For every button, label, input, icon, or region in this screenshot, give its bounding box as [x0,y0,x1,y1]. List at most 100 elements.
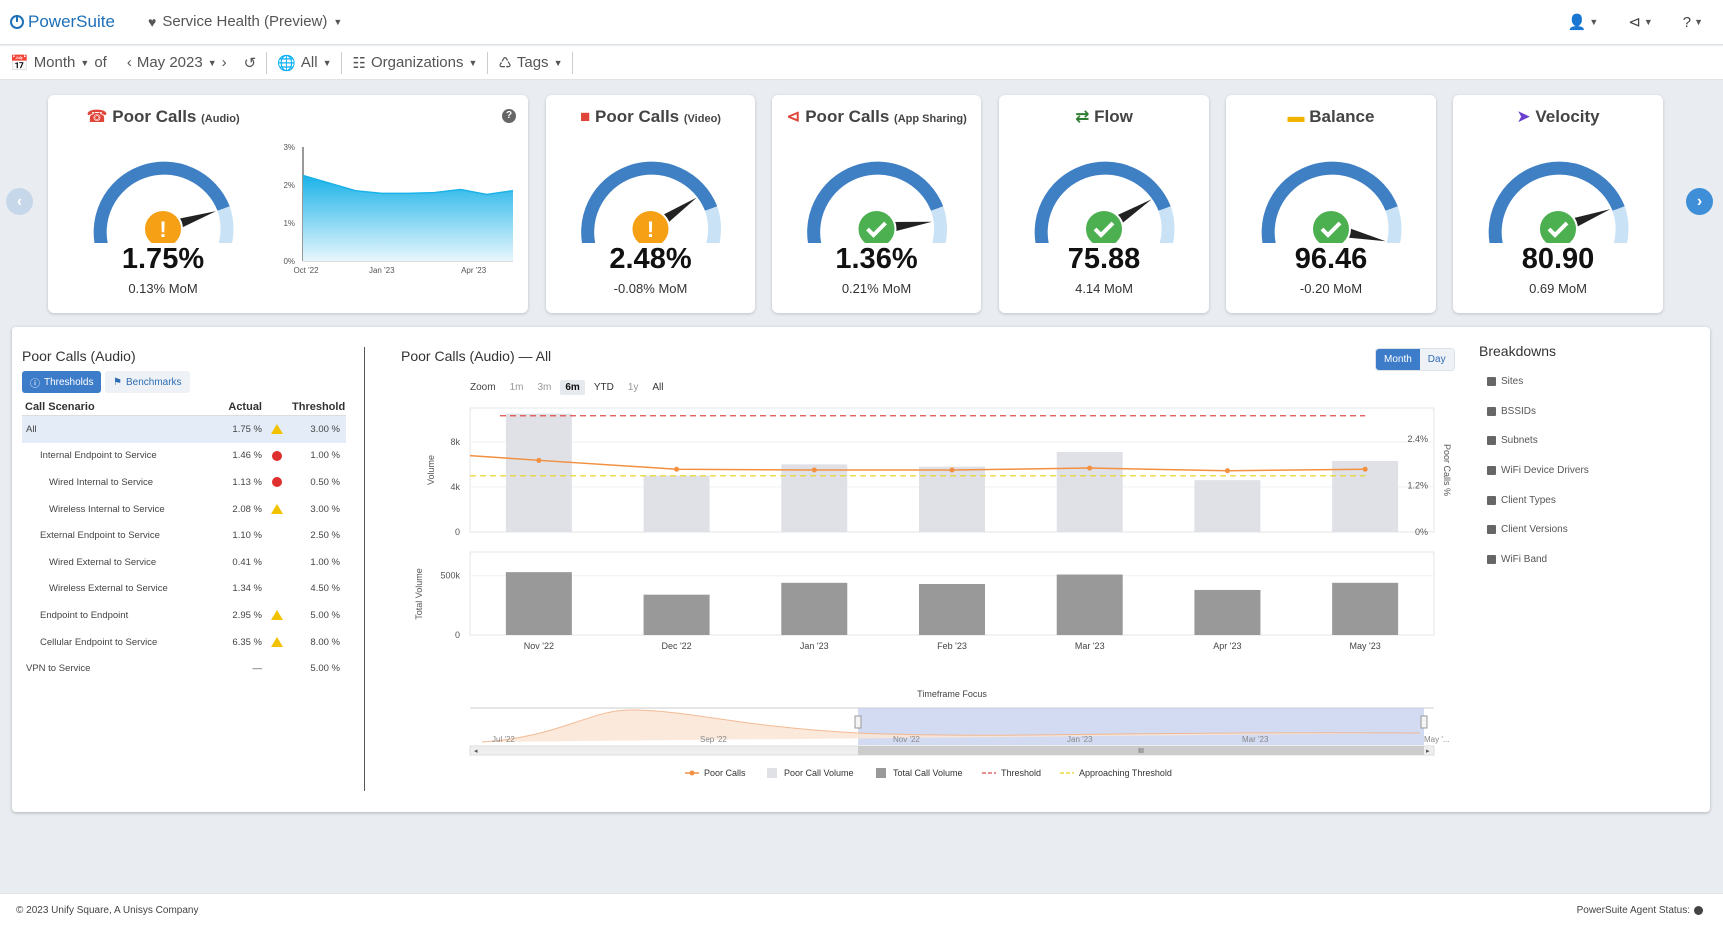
breakdowns-title: Breakdowns [1479,343,1557,359]
actual-value: — [252,663,263,675]
table-row[interactable]: External Endpoint to Service 1.10 % 2.50 % [22,522,346,549]
breakdown-label: Subnets [1501,435,1538,447]
zoom-all-button[interactable]: All [652,382,664,393]
module-selector[interactable]: ♥ Service Health (Preview) ▼ [148,13,342,30]
day-toggle-button[interactable]: Day [1419,349,1454,370]
table-row[interactable]: Wired External to Service 0.41 % 1.00 % [22,549,346,576]
gauge-arc [581,161,718,243]
kpi-title: Poor Calls [112,107,197,126]
heart-icon: ♥ [148,13,157,30]
scope-dropdown[interactable]: 🌐 All ▼ [267,52,341,74]
table-row[interactable]: Wired Internal to Service 1.13 % 0.50 % [22,469,346,496]
breakdown-subnets[interactable]: Subnets [1479,426,1589,456]
y-right-axis-label: Poor Calls % [1442,444,1452,496]
breakdown-sites[interactable]: Sites [1479,367,1589,397]
kpi-card-poor-calls-video[interactable]: ■ Poor Calls (Video) !10%0% 2.48% -0.08%… [546,95,755,313]
scenario-panel-title: Poor Calls (Audio) [22,348,136,364]
share-menu-button[interactable]: ⊲ ▼ [1628,13,1653,31]
check-icon [1084,209,1124,243]
kpi-prev-arrow-icon[interactable]: ‹ [6,188,33,215]
poor-call-volume-bar [1194,480,1261,532]
total-call-volume-bar [781,582,848,635]
poor-calls-point [536,457,542,463]
tags-dropdown[interactable]: ♺ Tags ▼ [488,52,572,74]
kpi-card-poor-calls-app-sharing[interactable]: ⊲ Poor Calls (App Sharing) 10%0% 1.36% 0… [772,95,981,313]
check-icon [1311,209,1351,243]
kpi-mom: 4.14 MoM [1075,281,1133,296]
table-row[interactable]: Endpoint to Endpoint 2.95 % 5.00 % [22,602,346,629]
table-row[interactable]: Internal Endpoint to Service 1.46 % 1.00 % [22,443,346,470]
breakdown-client-types[interactable]: Client Types [1479,485,1589,515]
x-tick-label: Jan '23 [800,641,829,651]
navigator-tick-label: Jan '23 [1067,735,1093,744]
y-tick-label: 0% [283,257,295,266]
breakdown-client-versions[interactable]: Client Versions [1479,515,1589,545]
user-menu-button[interactable]: 👤 ▼ [1568,13,1599,31]
breakdown-wifi-band[interactable]: WiFi Band [1479,545,1589,575]
power-icon [10,15,24,29]
kpi-next-arrow-icon[interactable]: › [1686,188,1713,215]
kpi-mom: 0.13% MoM [128,281,198,296]
scope-label: All [300,54,318,71]
help-icon[interactable]: ? [502,109,516,123]
app-logo[interactable]: PowerSuite [10,12,115,32]
chevron-down-icon: ▼ [333,16,343,27]
breakdown-label: WiFi Band [1501,553,1548,565]
history-icon[interactable]: ↺ [243,54,257,72]
x-tick-label: May '23 [1350,641,1381,651]
kpi-value: 75.88 [1067,243,1141,275]
month-toggle-button[interactable]: Month [1376,349,1420,370]
table-row[interactable]: All 1.75 % 3.00 % [22,416,346,443]
total-call-volume-bar [1056,574,1123,635]
scenario-name: External Endpoint to Service [40,530,160,542]
zoom-1m-button[interactable]: 1m [509,382,524,393]
benchmarks-tab[interactable]: ⚑ Benchmarks [105,371,190,393]
kpi-card-velocity[interactable]: ➤ Velocity 0100 80.90 0.69 MoM [1453,95,1663,313]
breakdown-bssids[interactable]: BSSIDs [1479,397,1589,427]
granularity-toggle: Month Day [1375,348,1455,371]
table-row[interactable]: Cellular Endpoint to Service 6.35 % 8.00 % [22,629,346,656]
breakdown-label: Client Versions [1501,524,1568,536]
legend-symbol [689,770,695,776]
thresholds-tab[interactable]: ⓘ Thresholds [22,371,102,393]
poor-call-volume-bar [505,413,572,532]
navigator-handle [854,715,862,729]
period-value: May 2023 [136,54,203,71]
video-icon: ■ [580,107,591,126]
scenario-header: Call Scenario [25,400,95,413]
breakdown-label: WiFi Device Drivers [1501,465,1589,477]
y-right-tick-label: 2.4% [1407,434,1428,444]
breakdown-wifi-device-drivers[interactable]: WiFi Device Drivers [1479,456,1589,486]
actual-value: 1.46 % [232,450,262,462]
table-row[interactable]: Wireless Internal to Service 2.08 % 3.00 % [22,496,346,523]
y-right-tick-label: 1.2% [1407,481,1428,491]
poor-calls-chart[interactable]: 8k 4k 0 2.4% 1.2% 0% 500k 0 Volume Poor Calls % To… [410,400,1470,790]
divider [487,51,489,74]
y-tick-label: 1% [283,219,295,228]
help-menu-button[interactable]: ? ▼ [1683,13,1703,31]
poor-call-volume-bar [1056,451,1123,532]
zoom-6m-button[interactable]: 6m [560,380,585,395]
total-call-volume-bar [505,572,572,635]
navigator-scrollbar-thumb [858,746,1424,755]
y-tick-label: 4k [450,482,460,492]
table-row[interactable]: VPN to Service — 5.00 % [22,655,346,682]
zoom-1y-button[interactable]: 1y [627,382,639,393]
actual-value: 1.10 % [232,530,262,542]
table-row[interactable]: Wireless External to Service 1.34 % 4.50 % [22,576,346,603]
kpi-card-poor-calls-audio[interactable]: ☎ Poor Calls (Audio) ? !10%0% 1.75% 0.13… [48,95,528,313]
kpi-value: 80.90 [1521,243,1595,275]
next-period-button[interactable]: › [221,54,227,71]
prev-period-button[interactable]: ‹ [126,54,132,71]
period-value-dropdown[interactable]: May 2023 ▼ [137,54,217,71]
period-type-dropdown[interactable]: 📅 Month ▼ of [0,52,117,74]
kpi-card-balance[interactable]: ▬ Balance 0100 96.46 -0.20 MoM [1226,95,1436,313]
scenario-name: Wired External to Service [49,556,157,568]
kpi-value: 1.36% [835,243,918,275]
zoom-ytd-button[interactable]: YTD [593,382,614,393]
zoom-3m-button[interactable]: 3m [537,382,552,393]
scenario-name: Wired Internal to Service [49,476,154,488]
organizations-dropdown[interactable]: ☷ Organizations ▼ [342,52,487,74]
kpi-title: Poor Calls [805,107,890,126]
kpi-card-flow[interactable]: ⇄ Flow 0100 75.88 4.14 MoM [999,95,1209,313]
